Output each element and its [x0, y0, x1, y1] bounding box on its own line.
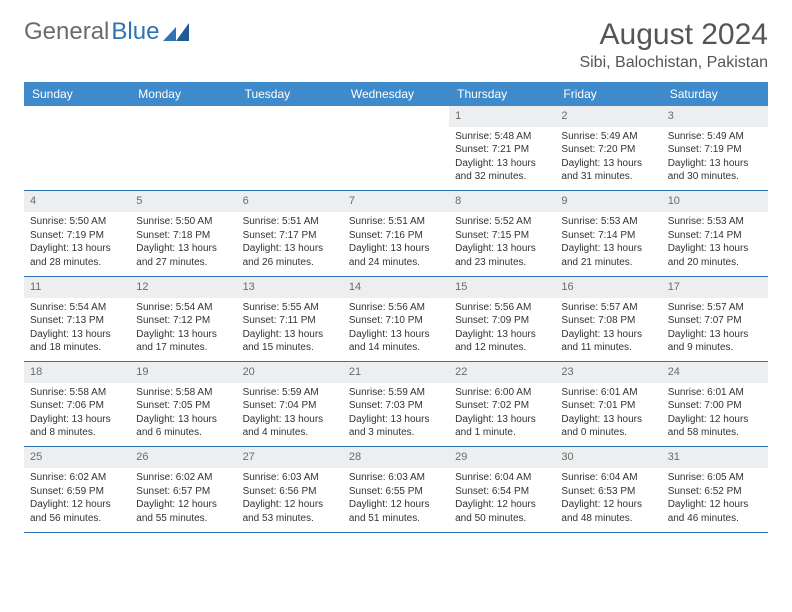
- day-number: 9: [555, 191, 661, 212]
- day-number: 22: [449, 362, 555, 383]
- day-number: [130, 106, 236, 127]
- day-detail: Sunrise: 5:56 AM Sunset: 7:10 PM Dayligh…: [343, 298, 449, 362]
- day-detail: Sunrise: 5:57 AM Sunset: 7:08 PM Dayligh…: [555, 298, 661, 362]
- day-detail: Sunrise: 5:52 AM Sunset: 7:15 PM Dayligh…: [449, 212, 555, 276]
- day-number: 28: [343, 447, 449, 468]
- day-detail: Sunrise: 6:01 AM Sunset: 7:01 PM Dayligh…: [555, 383, 661, 447]
- day-number: 6: [237, 191, 343, 212]
- day-detail: Sunrise: 6:04 AM Sunset: 6:53 PM Dayligh…: [555, 468, 661, 532]
- day-number: 25: [24, 447, 130, 468]
- day-detail: [24, 127, 130, 191]
- day-detail-row: Sunrise: 5:50 AM Sunset: 7:19 PM Dayligh…: [24, 212, 768, 276]
- logo-part1: General: [24, 18, 109, 46]
- day-detail: Sunrise: 5:49 AM Sunset: 7:20 PM Dayligh…: [555, 127, 661, 191]
- logo-icon: [163, 23, 189, 41]
- day-number: 18: [24, 362, 130, 383]
- day-detail: Sunrise: 5:51 AM Sunset: 7:17 PM Dayligh…: [237, 212, 343, 276]
- day-detail-row: Sunrise: 5:48 AM Sunset: 7:21 PM Dayligh…: [24, 127, 768, 191]
- day-number: 15: [449, 276, 555, 297]
- day-detail: [343, 127, 449, 191]
- day-number: 1: [449, 106, 555, 127]
- day-detail: Sunrise: 5:59 AM Sunset: 7:04 PM Dayligh…: [237, 383, 343, 447]
- day-number: 4: [24, 191, 130, 212]
- logo: GeneralBlue: [24, 18, 189, 46]
- weekday-header: Tuesday: [237, 82, 343, 106]
- title-block: August 2024 Sibi, Balochistan, Pakistan: [579, 18, 768, 72]
- day-number: [343, 106, 449, 127]
- day-detail: Sunrise: 5:48 AM Sunset: 7:21 PM Dayligh…: [449, 127, 555, 191]
- day-detail: Sunrise: 6:02 AM Sunset: 6:59 PM Dayligh…: [24, 468, 130, 532]
- day-detail-row: Sunrise: 5:54 AM Sunset: 7:13 PM Dayligh…: [24, 298, 768, 362]
- day-number: 3: [662, 106, 768, 127]
- day-detail: Sunrise: 5:57 AM Sunset: 7:07 PM Dayligh…: [662, 298, 768, 362]
- day-detail: Sunrise: 6:01 AM Sunset: 7:00 PM Dayligh…: [662, 383, 768, 447]
- day-number: 30: [555, 447, 661, 468]
- day-number: 14: [343, 276, 449, 297]
- weekday-header: Sunday: [24, 82, 130, 106]
- day-number: 29: [449, 447, 555, 468]
- day-number-row: 18192021222324: [24, 362, 768, 383]
- day-number: 8: [449, 191, 555, 212]
- day-detail: [130, 127, 236, 191]
- day-number: 7: [343, 191, 449, 212]
- calendar: SundayMondayTuesdayWednesdayThursdayFrid…: [24, 82, 768, 533]
- day-number-row: 45678910: [24, 191, 768, 212]
- weekday-header: Thursday: [449, 82, 555, 106]
- day-number: 27: [237, 447, 343, 468]
- day-detail-row: Sunrise: 6:02 AM Sunset: 6:59 PM Dayligh…: [24, 468, 768, 532]
- day-detail: Sunrise: 5:50 AM Sunset: 7:19 PM Dayligh…: [24, 212, 130, 276]
- day-number: 26: [130, 447, 236, 468]
- day-number-row: 123: [24, 106, 768, 127]
- day-detail: [237, 127, 343, 191]
- day-detail: Sunrise: 5:58 AM Sunset: 7:05 PM Dayligh…: [130, 383, 236, 447]
- day-detail: Sunrise: 6:04 AM Sunset: 6:54 PM Dayligh…: [449, 468, 555, 532]
- day-detail: Sunrise: 5:53 AM Sunset: 7:14 PM Dayligh…: [662, 212, 768, 276]
- weekday-header-row: SundayMondayTuesdayWednesdayThursdayFrid…: [24, 82, 768, 106]
- day-detail: Sunrise: 5:55 AM Sunset: 7:11 PM Dayligh…: [237, 298, 343, 362]
- day-detail: Sunrise: 6:03 AM Sunset: 6:56 PM Dayligh…: [237, 468, 343, 532]
- day-number: 5: [130, 191, 236, 212]
- day-number: 23: [555, 362, 661, 383]
- day-number: 2: [555, 106, 661, 127]
- day-detail: Sunrise: 6:05 AM Sunset: 6:52 PM Dayligh…: [662, 468, 768, 532]
- day-detail: Sunrise: 5:54 AM Sunset: 7:12 PM Dayligh…: [130, 298, 236, 362]
- weekday-header: Saturday: [662, 82, 768, 106]
- logo-part2: Blue: [111, 18, 159, 46]
- day-detail: Sunrise: 6:00 AM Sunset: 7:02 PM Dayligh…: [449, 383, 555, 447]
- day-number: 13: [237, 276, 343, 297]
- day-detail: Sunrise: 5:54 AM Sunset: 7:13 PM Dayligh…: [24, 298, 130, 362]
- day-number: 24: [662, 362, 768, 383]
- weekday-header: Monday: [130, 82, 236, 106]
- day-number: [237, 106, 343, 127]
- day-number: 10: [662, 191, 768, 212]
- day-detail: Sunrise: 5:50 AM Sunset: 7:18 PM Dayligh…: [130, 212, 236, 276]
- day-number: 31: [662, 447, 768, 468]
- day-number: 21: [343, 362, 449, 383]
- month-title: August 2024: [579, 18, 768, 52]
- day-number: [24, 106, 130, 127]
- header: GeneralBlue August 2024 Sibi, Balochista…: [24, 18, 768, 72]
- day-detail-row: Sunrise: 5:58 AM Sunset: 7:06 PM Dayligh…: [24, 383, 768, 447]
- day-number: 11: [24, 276, 130, 297]
- day-number: 19: [130, 362, 236, 383]
- day-number: 17: [662, 276, 768, 297]
- day-detail: Sunrise: 5:56 AM Sunset: 7:09 PM Dayligh…: [449, 298, 555, 362]
- day-number: 16: [555, 276, 661, 297]
- day-detail: Sunrise: 6:02 AM Sunset: 6:57 PM Dayligh…: [130, 468, 236, 532]
- location: Sibi, Balochistan, Pakistan: [579, 54, 768, 72]
- day-number-row: 25262728293031: [24, 447, 768, 468]
- day-detail: Sunrise: 6:03 AM Sunset: 6:55 PM Dayligh…: [343, 468, 449, 532]
- day-number: 12: [130, 276, 236, 297]
- day-detail: Sunrise: 5:53 AM Sunset: 7:14 PM Dayligh…: [555, 212, 661, 276]
- weekday-header: Wednesday: [343, 82, 449, 106]
- day-number-row: 11121314151617: [24, 276, 768, 297]
- day-detail: Sunrise: 5:49 AM Sunset: 7:19 PM Dayligh…: [662, 127, 768, 191]
- day-number: 20: [237, 362, 343, 383]
- day-detail: Sunrise: 5:51 AM Sunset: 7:16 PM Dayligh…: [343, 212, 449, 276]
- day-detail: Sunrise: 5:58 AM Sunset: 7:06 PM Dayligh…: [24, 383, 130, 447]
- day-detail: Sunrise: 5:59 AM Sunset: 7:03 PM Dayligh…: [343, 383, 449, 447]
- weekday-header: Friday: [555, 82, 661, 106]
